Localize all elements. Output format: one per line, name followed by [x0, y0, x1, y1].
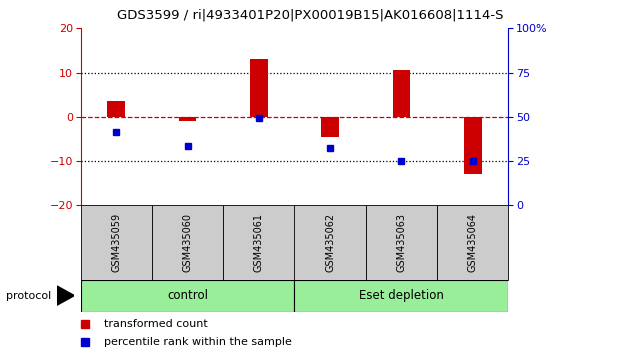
Text: control: control — [167, 289, 208, 302]
Text: Eset depletion: Eset depletion — [359, 289, 444, 302]
Text: GDS3599 / ri|4933401P20|PX00019B15|AK016608|1114-S: GDS3599 / ri|4933401P20|PX00019B15|AK016… — [117, 9, 503, 22]
Bar — [107, 101, 125, 117]
Text: GSM435064: GSM435064 — [467, 213, 478, 272]
Bar — [366, 205, 437, 280]
Text: transformed count: transformed count — [104, 319, 208, 329]
Bar — [152, 205, 223, 280]
Bar — [81, 205, 152, 280]
Bar — [294, 205, 366, 280]
Text: GSM435059: GSM435059 — [111, 213, 122, 272]
Bar — [437, 205, 508, 280]
Bar — [81, 280, 294, 312]
Bar — [179, 117, 197, 121]
Text: GSM435063: GSM435063 — [396, 213, 407, 272]
Bar — [250, 59, 268, 117]
Polygon shape — [57, 286, 74, 305]
Bar — [464, 117, 482, 175]
Text: protocol: protocol — [6, 291, 51, 301]
Text: GSM435062: GSM435062 — [325, 213, 335, 272]
Bar — [294, 280, 508, 312]
Bar — [392, 70, 410, 117]
Text: percentile rank within the sample: percentile rank within the sample — [104, 337, 292, 348]
Text: GSM435060: GSM435060 — [182, 213, 193, 272]
Bar — [223, 205, 294, 280]
Bar — [321, 117, 339, 137]
Text: GSM435061: GSM435061 — [254, 213, 264, 272]
